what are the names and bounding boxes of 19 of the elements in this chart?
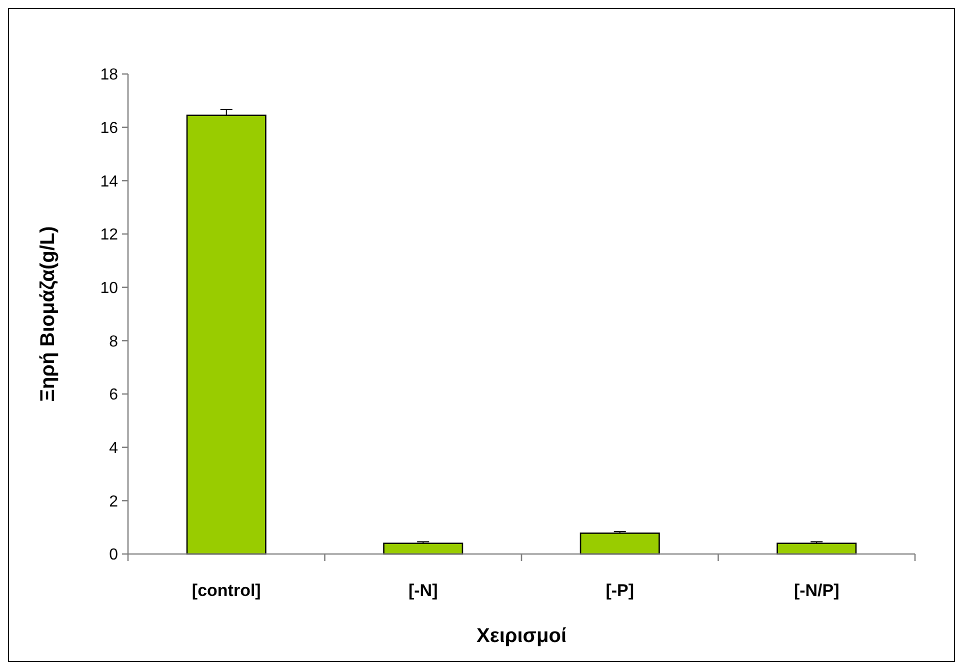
x-tick-label: [-N] [408,581,438,600]
x-tick-label: [control] [192,581,261,600]
y-tick-label: 18 [100,66,118,84]
y-tick-label: 16 [100,120,118,137]
bar [580,532,660,555]
y-tick-label: 8 [109,333,118,350]
y-tick-label: 6 [109,386,118,404]
y-tick-label: 12 [100,226,118,244]
x-axis-title: Χειρισμοί [476,625,567,647]
y-axis-title: Ξηρή Βιομάζα(g/L) [37,226,59,402]
bar [383,542,464,555]
y-tick-label: 4 [109,440,118,457]
y-tick-label: 10 [100,280,118,297]
bar [776,542,857,555]
x-tick-label: [-P] [606,581,634,600]
x-tick-label: [-N/P] [794,581,840,600]
y-tick-label: 14 [100,173,118,190]
y-tick-label: 2 [109,493,118,510]
y-tick-label: 0 [109,546,118,564]
